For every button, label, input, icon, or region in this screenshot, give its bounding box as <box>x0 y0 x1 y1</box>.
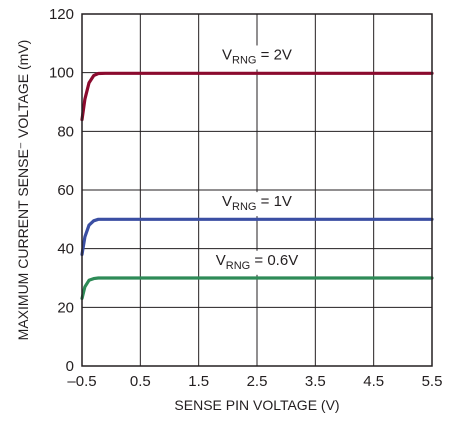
x-tick-label: 1.5 <box>188 373 209 390</box>
y-axis-label: MAXIMUM CURRENT SENSE⁻ VOLTAGE (mV) <box>15 40 31 341</box>
y-tick-label: 40 <box>57 241 74 258</box>
y-tick-label: 20 <box>57 299 74 316</box>
x-tick-label: 0.5 <box>130 373 151 390</box>
y-tick-label: 0 <box>66 358 74 375</box>
x-tick-label: 2.5 <box>247 373 268 390</box>
y-tick-label: 100 <box>49 65 74 82</box>
x-axis-label: SENSE PIN VOLTAGE (V) <box>174 397 339 413</box>
y-tick-label: 80 <box>57 123 74 140</box>
y-tick-label: 60 <box>57 182 74 199</box>
y-tick-label: 120 <box>49 6 74 23</box>
x-tick-label: –0.5 <box>67 373 96 390</box>
x-tick-label: 3.5 <box>305 373 326 390</box>
x-tick-label: 5.5 <box>422 373 443 390</box>
x-tick-label: 4.5 <box>363 373 384 390</box>
